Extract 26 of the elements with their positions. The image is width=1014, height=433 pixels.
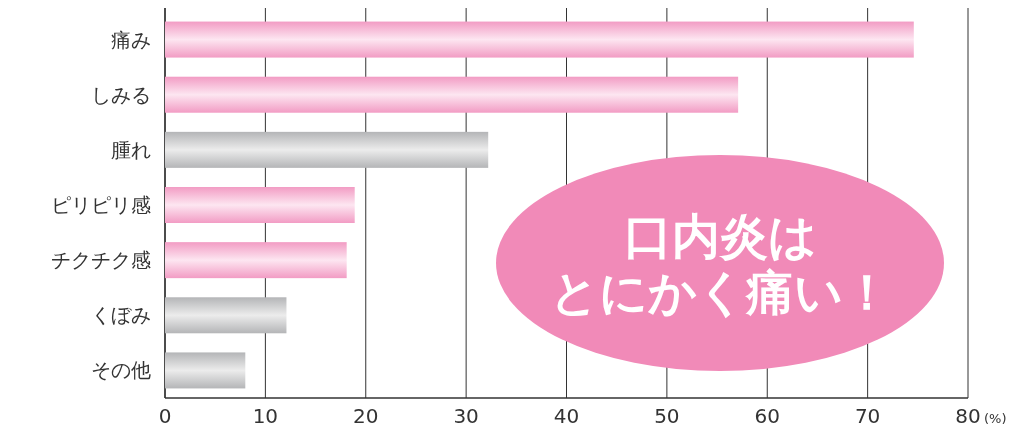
bar [165, 352, 246, 389]
bar [165, 187, 355, 223]
x-tick-label: 10 [252, 404, 279, 428]
y-tick-label: くぼみ [91, 303, 151, 328]
x-tick-label: 0 [158, 404, 172, 428]
x-axis-title: (%) [984, 411, 1007, 426]
x-tick-label: 80 [955, 404, 981, 428]
y-tick-label: 腫れ [111, 137, 151, 162]
y-tick-label: チクチク感 [51, 248, 151, 273]
y-tick-label: 痛み [111, 27, 151, 52]
x-tick-label: 40 [553, 404, 580, 428]
annotation: 口内炎は [623, 208, 817, 264]
bar [165, 242, 347, 279]
x-tick-label: 20 [353, 404, 379, 428]
bar [165, 131, 489, 168]
x-tick-label: 50 [654, 404, 680, 428]
bar [165, 21, 914, 58]
y-tick-label: その他 [91, 358, 151, 383]
x-tick-label: 60 [754, 404, 780, 428]
x-tick-label: 70 [854, 404, 881, 428]
y-tick-label: ピリピリ感 [51, 193, 151, 217]
bar [165, 76, 739, 113]
annotation: とにかく痛い！ [549, 264, 891, 320]
x-tick-label: 30 [453, 404, 479, 428]
bar [165, 297, 287, 334]
y-tick-label: しみる [91, 82, 151, 107]
